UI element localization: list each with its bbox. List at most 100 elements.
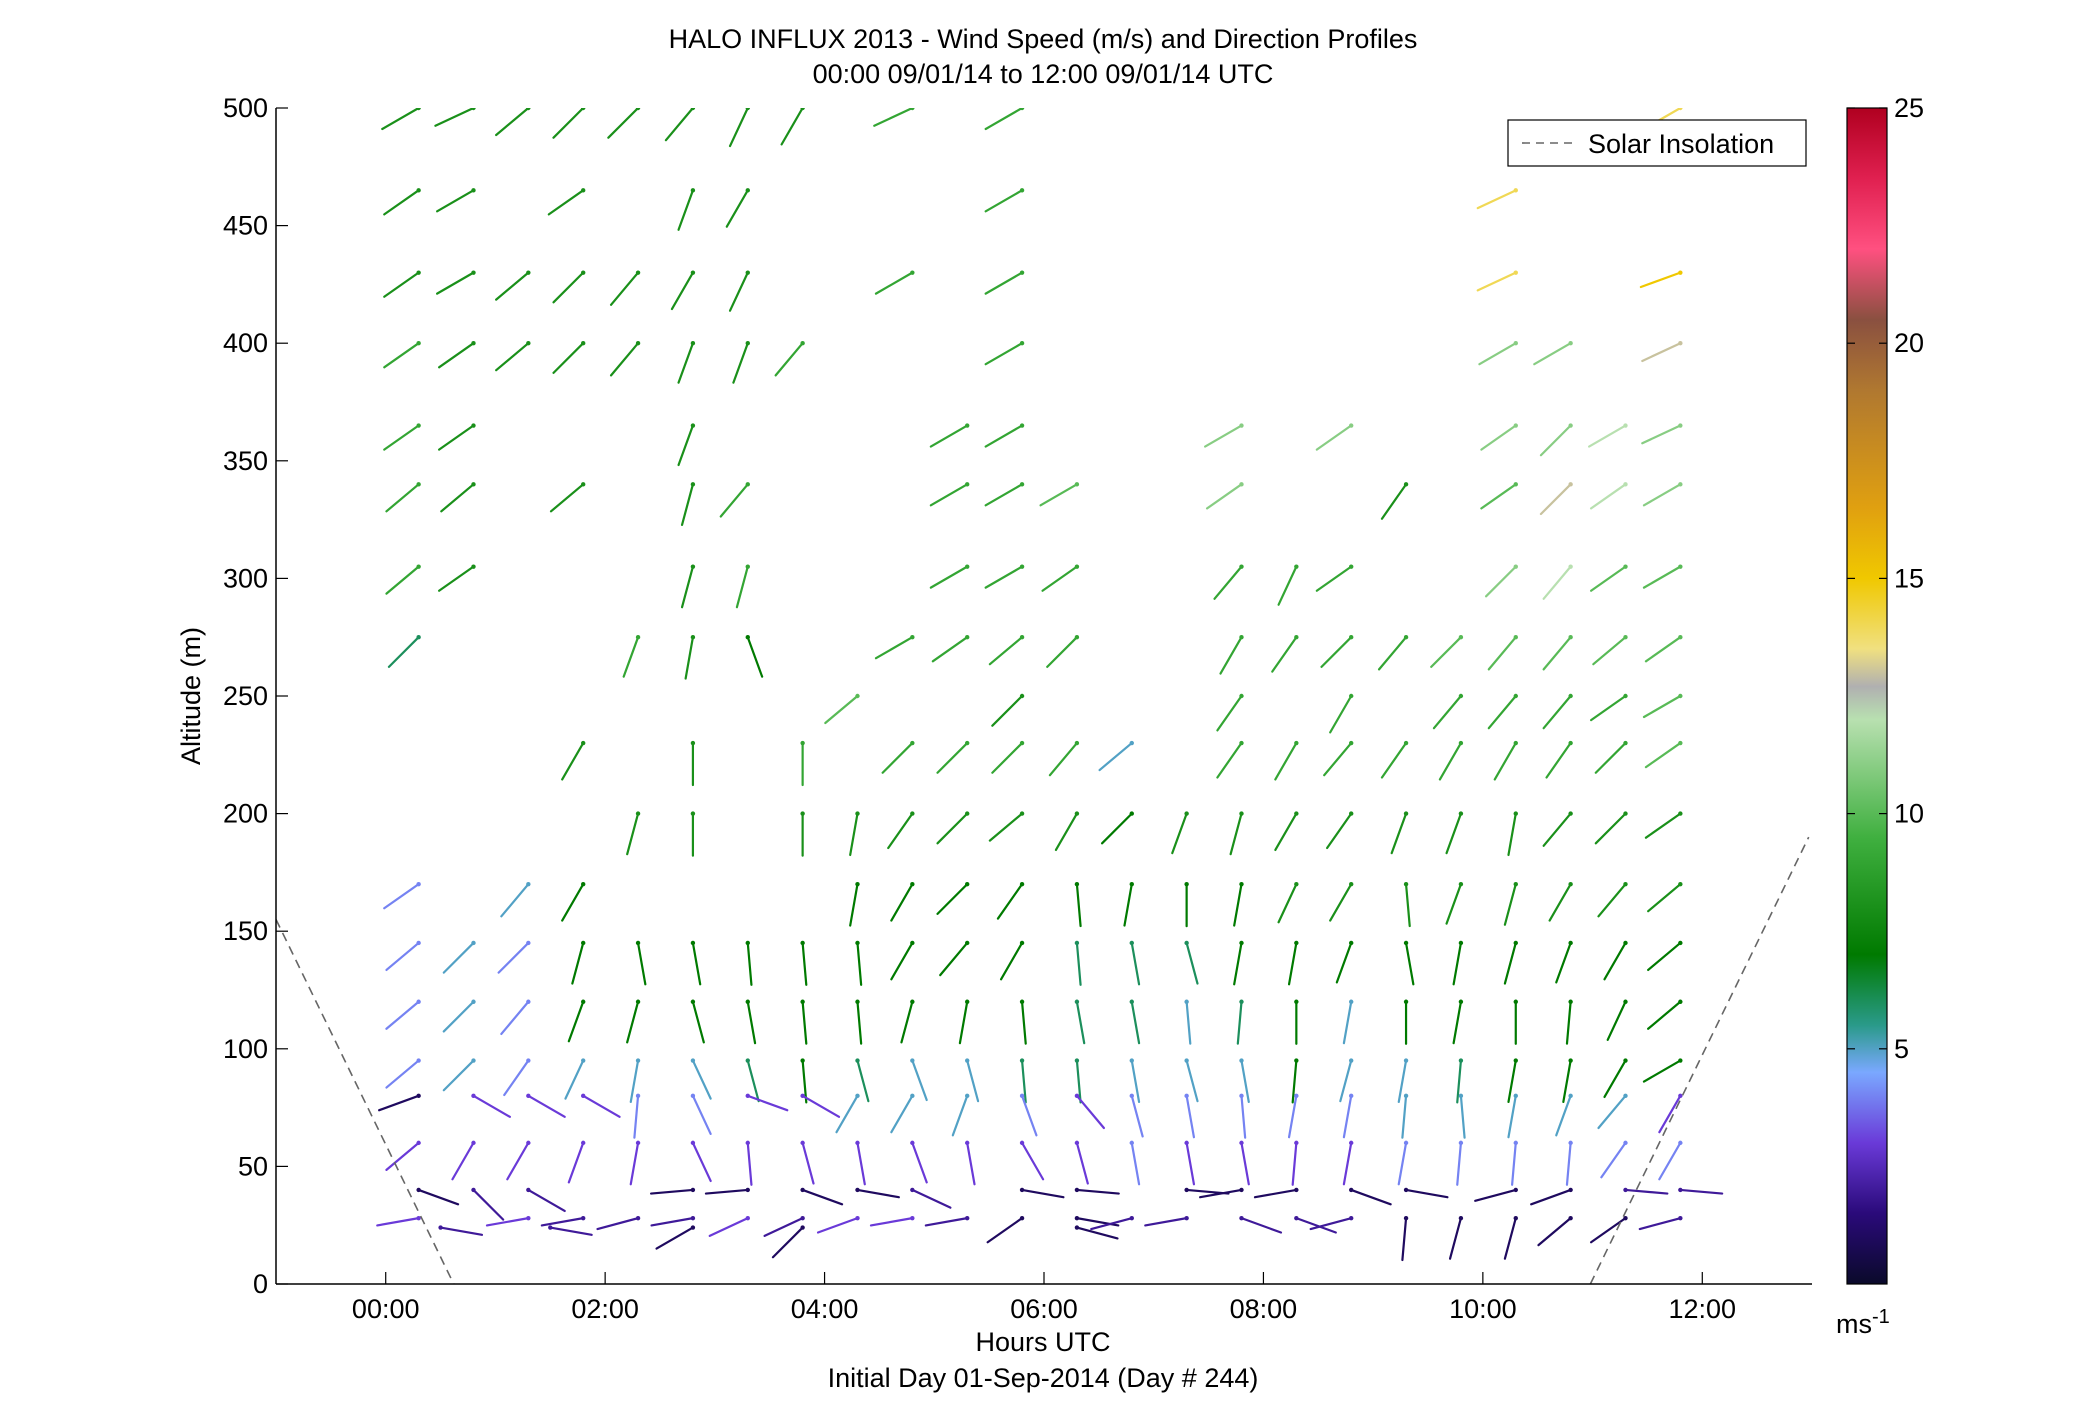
- wind-vector-head: [965, 811, 970, 816]
- wind-vector: [1339, 1059, 1353, 1103]
- wind-vector: [1452, 941, 1463, 986]
- wind-vector-head: [1129, 881, 1134, 887]
- wind-vector-head: [910, 1215, 915, 1221]
- wind-vector: [1589, 694, 1627, 722]
- wind-vector-head: [526, 1058, 531, 1063]
- wind-vector-head: [855, 881, 860, 887]
- wind-vector-head: [526, 341, 531, 346]
- wind-vector: [856, 1000, 863, 1045]
- wind-vector: [582, 1094, 621, 1118]
- wind-vector: [561, 883, 585, 922]
- wind-vector: [1562, 1059, 1572, 1104]
- wind-vector-head: [855, 1187, 860, 1193]
- wind-vector: [746, 636, 764, 678]
- wind-vector: [1130, 941, 1141, 986]
- wind-vector-head: [526, 999, 531, 1004]
- wind-vector-head: [1513, 811, 1518, 816]
- wind-vector: [732, 342, 749, 384]
- wind-vector: [780, 108, 804, 146]
- wind-vector: [677, 342, 695, 384]
- wind-vector-head: [800, 1093, 805, 1099]
- wind-vector-head: [581, 270, 586, 275]
- wind-vector: [552, 271, 585, 304]
- wind-vector-head: [1239, 564, 1244, 569]
- wind-vector: [1335, 941, 1353, 984]
- wind-vector-head: [965, 1215, 970, 1221]
- wind-vector: [929, 565, 969, 589]
- wind-vector-head: [690, 188, 696, 193]
- wind-vector-head: [965, 482, 970, 487]
- wind-vector: [387, 636, 420, 668]
- wind-vector: [1555, 941, 1572, 984]
- wind-vector: [1589, 565, 1627, 592]
- colorbar-tick-label: 25: [1894, 93, 1924, 123]
- wind-vector-head: [745, 1093, 750, 1099]
- wind-vector-head: [1678, 693, 1683, 699]
- wind-vector: [1404, 1188, 1449, 1199]
- wind-vector-head: [1513, 999, 1518, 1004]
- wind-vector: [1507, 1094, 1517, 1139]
- wind-vector-head: [471, 1058, 476, 1063]
- wind-vector: [1130, 1141, 1141, 1186]
- wind-vector: [1484, 565, 1517, 598]
- wind-vector: [1445, 883, 1463, 925]
- wind-vector: [495, 342, 530, 372]
- wind-vector-head: [1678, 811, 1683, 816]
- wind-vector-head: [581, 1093, 586, 1099]
- wind-vector-head: [1019, 1093, 1025, 1099]
- x-axis-sublabel: Initial Day 01-Sep-2014 (Day # 244): [828, 1363, 1259, 1393]
- wind-vector: [856, 1188, 900, 1199]
- wind-vector-head: [1458, 740, 1464, 746]
- wind-vector: [1199, 1188, 1243, 1199]
- wind-vector-head: [1019, 1187, 1025, 1193]
- wind-vector-head: [855, 811, 860, 816]
- wind-vector-head: [526, 881, 531, 887]
- wind-vector-head: [965, 1058, 970, 1063]
- wind-vector: [1020, 1141, 1045, 1181]
- wind-vector-head: [745, 1058, 750, 1063]
- wind-vector: [497, 941, 530, 974]
- wind-vector-head: [745, 482, 750, 487]
- wind-vector: [1487, 636, 1517, 671]
- wind-vector-head: [526, 1093, 531, 1099]
- wind-vector-head: [1513, 270, 1518, 275]
- wind-vector: [1185, 1059, 1199, 1103]
- wind-vector: [607, 108, 640, 139]
- wind-vector: [986, 1217, 1024, 1244]
- wind-vector: [495, 108, 530, 137]
- wind-vector: [746, 941, 753, 986]
- wind-vector-head: [1403, 1093, 1409, 1099]
- wind-vector: [929, 424, 969, 448]
- wind-vector: [1350, 1188, 1392, 1206]
- wind-vector-head: [1403, 999, 1409, 1004]
- wind-vector-head: [1019, 1140, 1025, 1146]
- wind-vector: [1507, 1059, 1517, 1104]
- wind-vector: [561, 741, 585, 781]
- wind-vector: [472, 1188, 505, 1221]
- wind-vector-head: [1074, 1058, 1080, 1063]
- wind-vector-head: [416, 635, 421, 640]
- chart-title: HALO INFLUX 2013 - Wind Speed (m/s) and …: [669, 24, 1418, 54]
- wind-vector-head: [800, 811, 805, 816]
- wind-vector: [929, 483, 969, 507]
- wind-vector-head: [581, 881, 586, 887]
- wind-vector: [1606, 1000, 1627, 1041]
- wind-vector-head: [635, 341, 641, 346]
- wind-vector-head: [910, 881, 915, 887]
- wind-vector-head: [1074, 811, 1080, 816]
- wind-vector: [746, 1059, 760, 1103]
- wind-vector-head: [1458, 635, 1464, 640]
- wind-vector-head: [1349, 1215, 1354, 1221]
- wind-vector-head: [416, 482, 421, 487]
- wind-vector-head: [1129, 999, 1134, 1004]
- wind-vector: [636, 941, 647, 986]
- wind-vector: [1679, 1188, 1724, 1195]
- wind-vector: [552, 108, 585, 139]
- wind-vector-head: [1513, 1187, 1518, 1193]
- wind-vector: [1548, 883, 1572, 922]
- wind-vector: [451, 1141, 475, 1181]
- wind-vector-head: [1239, 999, 1244, 1004]
- wind-vector-head: [745, 188, 750, 193]
- wind-vectors: [376, 108, 1724, 1262]
